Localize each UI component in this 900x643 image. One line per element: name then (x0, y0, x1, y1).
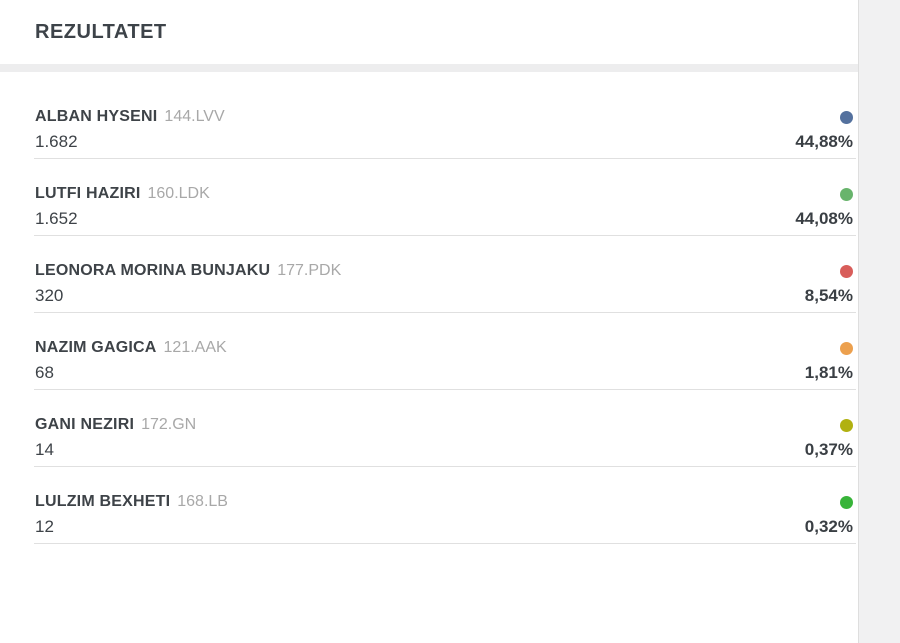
vote-count: 1.682 (35, 132, 78, 151)
candidate-info: LUTFI HAZIRI 160.LDK 1.652 (35, 183, 210, 232)
candidate-ballot-code: 121.AAK (163, 339, 227, 356)
party-color-dot (840, 418, 853, 432)
candidate-name-line: GANI NEZIRI 172.GN (35, 414, 196, 436)
vote-percentage: 44,08% (795, 209, 853, 228)
party-color-dot (840, 495, 853, 509)
vote-percentage: 1,81% (804, 363, 853, 382)
vote-count: 1.652 (35, 209, 78, 228)
party-color-dot (840, 264, 853, 278)
page-title: REZULTATET (35, 20, 167, 43)
vote-count: 320 (35, 286, 64, 305)
vote-percentage: 0,32% (804, 517, 853, 536)
candidate-name-line: LULZIM BEXHETI 168.LB (35, 491, 228, 513)
results-list: ALBAN HYSENI 144.LVV 1.682 44,88% LUTFI H… (0, 72, 858, 544)
candidate-ballot-code: 168.LB (177, 493, 228, 510)
candidate-ballot-code: 160.LDK (147, 185, 210, 202)
vote-percentage: 8,54% (804, 286, 853, 305)
candidate-ballot-code: 144.LVV (164, 108, 225, 125)
result-metrics: 0,32% (805, 491, 853, 540)
party-color-dot-line (840, 414, 853, 436)
candidate-name: LULZIM BEXHETI (35, 493, 171, 510)
party-color-dot (840, 187, 853, 201)
party-color-dot (840, 110, 853, 124)
vote-percentage: 0,37% (804, 440, 853, 459)
candidate-name-line: ALBAN HYSENI 144.LVV (35, 106, 225, 128)
right-gutter (858, 0, 900, 643)
candidate-name: GANI NEZIRI (35, 416, 135, 433)
candidate-ballot-code: 177.PDK (277, 262, 342, 279)
candidate-name: LEONORA MORINA BUNJAKU (35, 262, 271, 279)
party-color-dot (840, 341, 853, 355)
result-row: NAZIM GAGICA 121.AAK 68 1,81% (0, 313, 858, 390)
candidate-info: GANI NEZIRI 172.GN 14 (35, 414, 196, 463)
result-metrics: 1,81% (805, 337, 853, 386)
party-color-dot-line (840, 183, 853, 205)
party-color-dot-line (840, 106, 853, 128)
result-metrics: 44,08% (795, 183, 853, 232)
vote-count: 68 (35, 363, 54, 382)
party-color-dot-line (840, 337, 853, 359)
party-color-dot-line (840, 260, 853, 282)
candidate-name-line: LUTFI HAZIRI 160.LDK (35, 183, 210, 205)
candidate-name: NAZIM GAGICA (35, 339, 157, 356)
candidate-name: ALBAN HYSENI (35, 108, 158, 125)
candidate-info: ALBAN HYSENI 144.LVV 1.682 (35, 106, 225, 155)
candidate-name-line: NAZIM GAGICA 121.AAK (35, 337, 227, 359)
result-row: LEONORA MORINA BUNJAKU 177.PDK 320 8,54% (0, 236, 858, 313)
result-metrics: 44,88% (795, 106, 853, 155)
result-row: LUTFI HAZIRI 160.LDK 1.652 44,08% (0, 159, 858, 236)
results-header: REZULTATET (0, 0, 858, 64)
vote-count: 14 (35, 440, 54, 459)
result-row: GANI NEZIRI 172.GN 14 0,37% (0, 390, 858, 467)
section-divider (0, 64, 858, 72)
vote-count: 12 (35, 517, 54, 536)
candidate-info: LEONORA MORINA BUNJAKU 177.PDK 320 (35, 260, 341, 309)
vote-percentage: 44,88% (795, 132, 853, 151)
result-row: LULZIM BEXHETI 168.LB 12 0,32% (0, 467, 858, 544)
candidate-name-line: LEONORA MORINA BUNJAKU 177.PDK (35, 260, 341, 282)
candidate-name: LUTFI HAZIRI (35, 185, 141, 202)
result-metrics: 0,37% (805, 414, 853, 463)
result-metrics: 8,54% (805, 260, 853, 309)
result-row: ALBAN HYSENI 144.LVV 1.682 44,88% (0, 82, 858, 159)
candidate-info: NAZIM GAGICA 121.AAK 68 (35, 337, 227, 386)
candidate-info: LULZIM BEXHETI 168.LB 12 (35, 491, 228, 540)
candidate-ballot-code: 172.GN (141, 416, 197, 433)
party-color-dot-line (840, 491, 853, 513)
